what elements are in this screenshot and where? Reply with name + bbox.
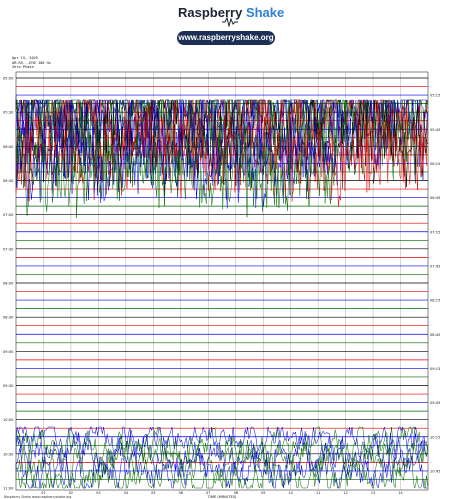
- seismic-trace: [15, 123, 338, 219]
- chart-traces: [15, 95, 428, 489]
- row-time-label-right: 07:45: [430, 264, 440, 268]
- x-tick-label: 12: [343, 491, 347, 495]
- x-tick-label: 08: [234, 491, 238, 495]
- row-time-label-right: 10:15: [430, 435, 440, 439]
- row-time-label-right: 09:45: [430, 401, 440, 405]
- x-tick-label: 13: [371, 491, 375, 495]
- chart-grid: [15, 71, 429, 491]
- meta-filter: Zero Phase: [12, 65, 34, 70]
- x-tick-label: 11: [316, 491, 320, 495]
- row-time-label-left: 09:00: [3, 350, 14, 354]
- x-axis-label: TIME (MINUTES): [207, 495, 237, 499]
- website-url[interactable]: www.raspberryshake.org: [177, 31, 275, 45]
- row-time-label-left: 05:30: [3, 111, 14, 115]
- seismic-trace: [15, 426, 428, 469]
- seismic-trace: [15, 426, 428, 473]
- row-time-label-left: 05:00: [3, 77, 14, 81]
- brand-text: Raspberry: [178, 5, 243, 20]
- seismic-trace: [15, 99, 428, 173]
- row-time-label-right: 07:15: [430, 230, 440, 234]
- brand-logo: Raspberry Shake: [178, 5, 284, 20]
- header: Raspberry Shake www.raspberryshake.org: [0, 0, 453, 52]
- x-tick-label: 09: [261, 491, 265, 495]
- seismic-trace: [15, 430, 428, 486]
- x-tick-label: 10: [289, 491, 293, 495]
- row-time-label-right: 06:15: [430, 162, 440, 166]
- row-time-label-left: 09:30: [3, 384, 14, 388]
- row-time-label-left: 08:00: [3, 282, 14, 286]
- row-time-label-right: 08:45: [430, 333, 440, 337]
- seismic-trace: [15, 453, 428, 489]
- meta-station: AM.R5...EHZ 100 Hz: [12, 60, 51, 65]
- row-time-label-left: 08:30: [3, 316, 14, 320]
- x-tick-label: 04: [124, 491, 128, 495]
- row-time-label-right: 09:15: [430, 367, 440, 371]
- row-time-label-left: 07:00: [3, 213, 14, 217]
- row-time-label-left: 06:30: [3, 179, 14, 183]
- brand-accent-text: Shake: [245, 5, 285, 20]
- seismic-wave-icon: [222, 17, 238, 27]
- row-time-label-right: 08:15: [430, 299, 440, 303]
- x-tick-label: 01: [41, 491, 45, 495]
- row-time-label-right: 10:45: [430, 469, 440, 473]
- row-time-label-right: 05:45: [430, 128, 440, 132]
- x-tick-label: 14: [398, 491, 402, 495]
- seismic-trace: [15, 430, 428, 489]
- footer-credit: Raspberry Shake www.raspberryshake.org: [4, 495, 71, 499]
- x-tick-label: 05: [151, 491, 155, 495]
- x-tick-label: 06: [179, 491, 183, 495]
- row-time-label-left: 10:00: [3, 418, 14, 422]
- chart-frame: [15, 71, 429, 491]
- x-tick-label: 02: [69, 491, 73, 495]
- chart-labels: 05:00 05:30 06:00 06:30 07:00 07:30 08:00 08:30…: [3, 77, 440, 499]
- x-tick-label: 03: [96, 491, 100, 495]
- row-time-label-right: 05:15: [430, 94, 440, 98]
- row-time-label-left: 06:00: [3, 145, 14, 149]
- station-metadata: Apr 15, 2025 AM.R5...EHZ 100 Hz Zero Pha…: [12, 56, 51, 70]
- meta-date: Apr 15, 2025: [12, 56, 38, 60]
- row-time-label-left: 11:00: [3, 487, 14, 491]
- row-time-label-left: 10:30: [3, 452, 14, 456]
- seismic-trace: [15, 103, 428, 208]
- row-time-label-left: 07:30: [3, 247, 14, 251]
- x-tick-label: 07: [206, 491, 210, 495]
- row-time-label-right: 06:45: [430, 196, 440, 200]
